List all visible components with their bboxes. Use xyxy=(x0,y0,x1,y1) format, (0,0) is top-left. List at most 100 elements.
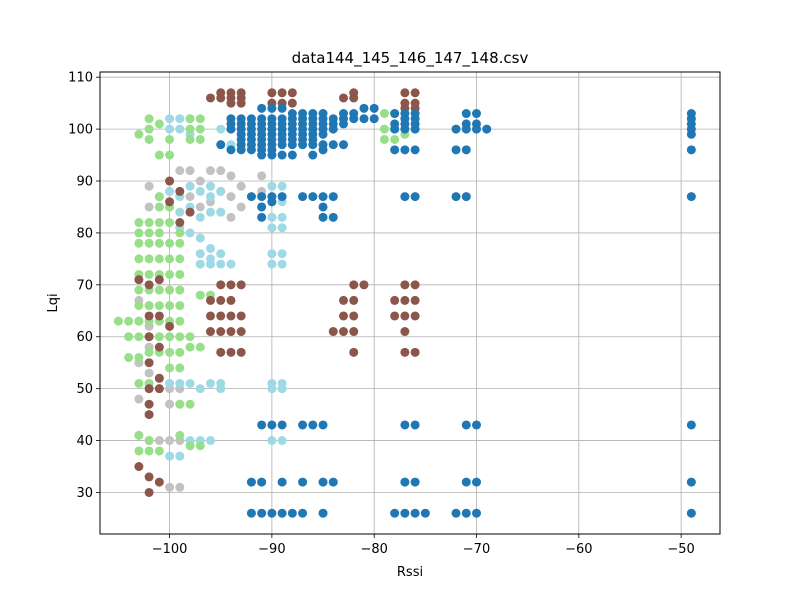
data-point xyxy=(686,145,696,155)
data-point xyxy=(277,420,287,430)
data-point xyxy=(185,134,195,144)
data-point xyxy=(277,259,287,269)
y-axis-ticks: 30 40 50 60 70 80 90 100 110 xyxy=(68,71,100,501)
data-point xyxy=(185,166,195,176)
data-point xyxy=(400,192,410,202)
data-point xyxy=(134,332,144,342)
data-point xyxy=(236,202,246,212)
data-point xyxy=(144,269,154,279)
data-point xyxy=(257,192,267,202)
data-point xyxy=(195,441,205,451)
data-point xyxy=(277,436,287,446)
data-point xyxy=(287,88,297,98)
y-tick-label: 90 xyxy=(76,175,93,190)
data-point xyxy=(338,119,348,129)
data-point xyxy=(165,254,175,264)
data-point xyxy=(338,327,348,337)
data-point xyxy=(318,192,328,202)
data-point xyxy=(226,280,236,290)
y-tick-label: 70 xyxy=(76,278,93,293)
data-point xyxy=(410,192,420,202)
data-point xyxy=(154,202,164,212)
data-point xyxy=(134,378,144,388)
x-tick-label: −80 xyxy=(360,542,387,557)
data-point xyxy=(461,420,471,430)
data-point xyxy=(686,192,696,202)
data-point xyxy=(277,192,287,202)
data-point xyxy=(277,88,287,98)
data-point xyxy=(369,114,379,124)
data-point xyxy=(390,124,400,134)
data-point xyxy=(175,347,185,357)
data-point xyxy=(144,124,154,134)
data-point xyxy=(175,238,185,248)
data-point xyxy=(328,212,338,222)
data-point xyxy=(144,280,154,290)
data-point xyxy=(185,332,195,342)
data-point xyxy=(482,124,492,134)
data-point xyxy=(267,508,277,518)
data-point xyxy=(451,508,461,518)
data-point xyxy=(298,109,308,119)
data-point xyxy=(318,109,328,119)
data-point xyxy=(205,207,215,217)
data-point xyxy=(318,420,328,430)
data-point xyxy=(277,508,287,518)
data-point xyxy=(216,311,226,321)
data-point xyxy=(277,140,287,150)
data-point xyxy=(338,311,348,321)
y-axis-label: Lqi xyxy=(46,293,61,312)
y-tick-label: 50 xyxy=(76,382,93,397)
data-point xyxy=(400,145,410,155)
data-point xyxy=(134,129,144,139)
data-point xyxy=(195,114,205,124)
data-point xyxy=(267,103,277,113)
data-point xyxy=(216,140,226,150)
data-point xyxy=(277,103,287,113)
data-point xyxy=(451,145,461,155)
data-point xyxy=(298,140,308,150)
y-tick-label: 40 xyxy=(76,434,93,449)
data-point xyxy=(154,477,164,487)
data-point xyxy=(472,109,482,119)
data-point xyxy=(410,88,420,98)
data-point xyxy=(195,212,205,222)
data-point xyxy=(287,109,297,119)
data-point xyxy=(134,238,144,248)
data-point xyxy=(165,134,175,144)
data-point xyxy=(154,311,164,321)
data-point xyxy=(328,140,338,150)
data-point xyxy=(165,301,175,311)
data-point xyxy=(349,347,359,357)
data-point xyxy=(328,192,338,202)
data-point xyxy=(267,436,277,446)
data-point xyxy=(318,202,328,212)
data-point xyxy=(205,243,215,253)
data-point xyxy=(400,420,410,430)
data-point xyxy=(185,342,195,352)
data-point xyxy=(165,321,175,331)
data-point xyxy=(379,124,389,134)
x-tick-label: −50 xyxy=(667,542,694,557)
data-point xyxy=(144,181,154,191)
data-point xyxy=(390,295,400,305)
data-point xyxy=(236,347,246,357)
y-tick-label: 30 xyxy=(76,486,93,501)
data-point xyxy=(277,212,287,222)
data-point xyxy=(410,280,420,290)
data-point xyxy=(359,114,369,124)
data-point xyxy=(165,285,175,295)
data-point xyxy=(410,420,420,430)
data-point xyxy=(195,384,205,394)
y-tick-label: 80 xyxy=(76,226,93,241)
data-point xyxy=(205,166,215,176)
data-point xyxy=(134,285,144,295)
data-point xyxy=(154,301,164,311)
data-point xyxy=(216,384,226,394)
data-point xyxy=(165,451,175,461)
data-point xyxy=(195,134,205,144)
data-point xyxy=(144,254,154,264)
data-point xyxy=(277,384,287,394)
data-point xyxy=(257,212,267,222)
data-point xyxy=(144,228,154,238)
